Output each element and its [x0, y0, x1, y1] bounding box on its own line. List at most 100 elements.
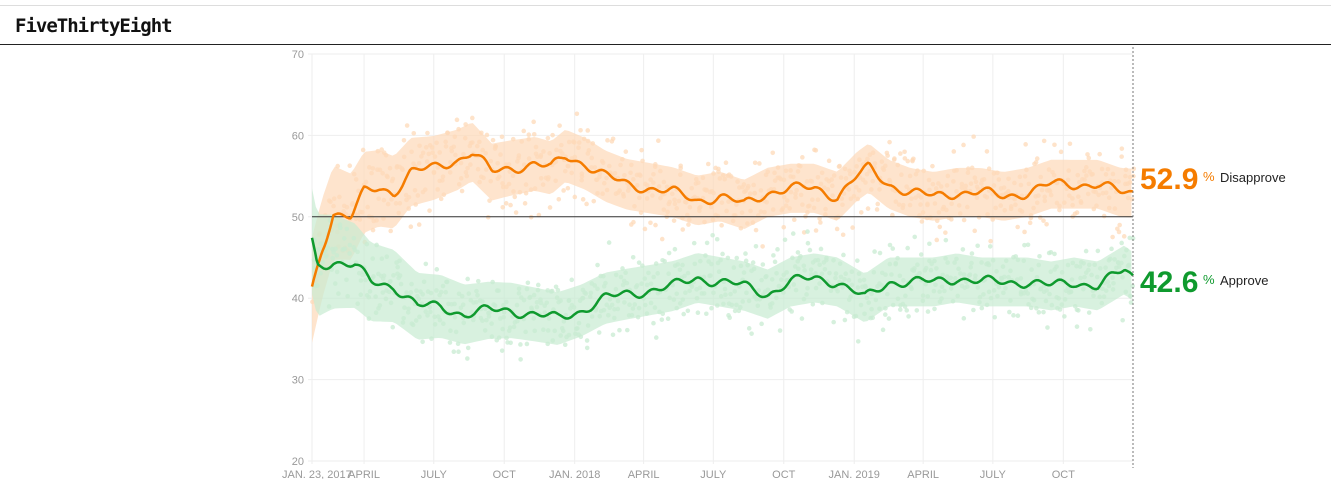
disapprove-poll-dot — [1018, 182, 1024, 188]
approve-poll-dot — [642, 276, 648, 281]
disapprove-poll-dot — [930, 181, 936, 187]
disapprove-poll-dot — [1112, 179, 1117, 184]
disapprove-poll-dot — [1131, 166, 1137, 172]
disapprove-poll-dot — [526, 132, 532, 138]
approve-poll-dot — [544, 300, 550, 306]
approve-poll-dot — [516, 291, 522, 296]
disapprove-poll-dot — [798, 192, 804, 198]
disapprove-poll-dot — [353, 177, 359, 182]
approve-poll-dot — [531, 316, 537, 321]
disapprove-poll-dot — [1127, 180, 1133, 185]
disapprove-poll-dot — [686, 222, 691, 227]
approve-poll-dot — [903, 293, 908, 299]
disapprove-poll-dot — [423, 145, 429, 150]
disapprove-poll-dot — [484, 132, 490, 138]
approve-poll-dot — [769, 277, 775, 282]
approve-poll-dot — [1036, 310, 1042, 315]
disapprove-poll-dot — [1008, 206, 1014, 212]
approve-poll-dot — [833, 275, 838, 281]
approve-poll-dot — [855, 258, 860, 263]
approve-poll-dot — [1057, 307, 1063, 312]
site-logo[interactable]: FiveThirtyEight — [15, 15, 173, 37]
disapprove-poll-dot — [1103, 190, 1109, 196]
disapprove-poll-dot — [360, 147, 366, 153]
approve-poll-dot — [444, 279, 450, 285]
approve-poll-dot — [541, 327, 546, 333]
disapprove-poll-dot — [337, 194, 342, 200]
approve-poll-dot — [837, 261, 843, 266]
disapprove-poll-dot — [459, 188, 465, 194]
approve-poll-dot — [613, 286, 619, 292]
disapprove-poll-dot — [900, 202, 906, 208]
approve-poll-dot — [1022, 242, 1027, 248]
approve-poll-dot — [465, 356, 470, 361]
approve-poll-dot — [680, 262, 685, 268]
disapprove-poll-dot — [1065, 177, 1071, 183]
approve-poll-dot — [887, 261, 893, 267]
approve-poll-dot — [390, 324, 396, 330]
approve-poll-dot — [1095, 248, 1101, 254]
disapprove-poll-dot — [1019, 193, 1025, 199]
approve-poll-dot — [720, 251, 725, 257]
disapprove-poll-dot — [730, 218, 736, 224]
disapprove-poll-dot — [590, 141, 596, 146]
disapprove-poll-dot — [905, 158, 911, 164]
disapprove-poll-dot — [951, 149, 957, 154]
disapprove-poll-dot — [928, 215, 933, 220]
disapprove-poll-dot — [424, 159, 430, 164]
approve-poll-dot — [440, 283, 446, 289]
approve-poll-dot — [1049, 302, 1055, 308]
disapprove-poll-dot — [1097, 151, 1102, 157]
approve-poll-dot — [1056, 296, 1062, 301]
disapprove-poll-dot — [680, 227, 686, 232]
approve-poll-dot — [465, 345, 471, 351]
approve-poll-dot — [870, 315, 876, 321]
approve-poll-dot — [819, 271, 825, 277]
approve-poll-dot — [529, 307, 535, 312]
disapprove-poll-dot — [369, 215, 375, 220]
disapprove-poll-dot — [954, 189, 959, 194]
disapprove-poll-dot — [626, 184, 632, 190]
disapprove-poll-dot — [1082, 168, 1087, 174]
disapprove-poll-dot — [944, 207, 949, 213]
approve-poll-dot — [331, 249, 336, 255]
disapprove-poll-dot — [687, 204, 693, 210]
disapprove-poll-dot — [523, 182, 529, 187]
approve-poll-dot — [808, 267, 814, 272]
approve-poll-dot — [1028, 305, 1034, 311]
disapprove-poll-dot — [651, 171, 656, 177]
approve-poll-dot — [562, 342, 568, 348]
disapprove-poll-dot — [818, 220, 823, 225]
disapprove-poll-dot — [1119, 154, 1124, 159]
approve-poll-dot — [880, 327, 886, 333]
disapprove-poll-dot — [965, 204, 970, 210]
x-tick-label: APRIL — [628, 469, 660, 479]
approve-poll-dot — [890, 246, 896, 251]
disapprove-poll-dot — [447, 170, 453, 175]
approve-poll-dot — [566, 297, 572, 303]
disapprove-poll-dot — [842, 166, 848, 172]
approve-poll-dot — [939, 296, 944, 301]
approve-poll-dot — [527, 294, 533, 300]
approve-poll-dot — [578, 334, 584, 340]
approve-poll-dot — [484, 317, 489, 323]
approve-poll-dot — [584, 338, 590, 343]
disapprove-poll-dot — [841, 191, 847, 196]
approve-poll-dot — [820, 300, 825, 306]
approve-poll-dot — [835, 288, 840, 294]
approve-poll-dot — [391, 273, 396, 278]
approve-poll-dot — [560, 328, 566, 334]
approve-poll-dot — [843, 271, 848, 277]
approve-poll-dot — [395, 264, 400, 270]
disapprove-poll-dot — [719, 223, 724, 228]
x-tick-label: OCT — [1052, 469, 1076, 479]
approve-poll-dot — [558, 333, 563, 338]
disapprove-poll-dot — [521, 162, 527, 167]
approve-poll-dot — [597, 313, 603, 319]
disapprove-poll-dot — [581, 136, 587, 142]
disapprove-poll-dot — [387, 165, 393, 171]
disapprove-poll-dot — [1034, 200, 1040, 206]
approve-poll-dot — [912, 234, 918, 240]
approve-poll-dot — [635, 314, 641, 320]
disapprove-poll-dot — [892, 156, 897, 161]
